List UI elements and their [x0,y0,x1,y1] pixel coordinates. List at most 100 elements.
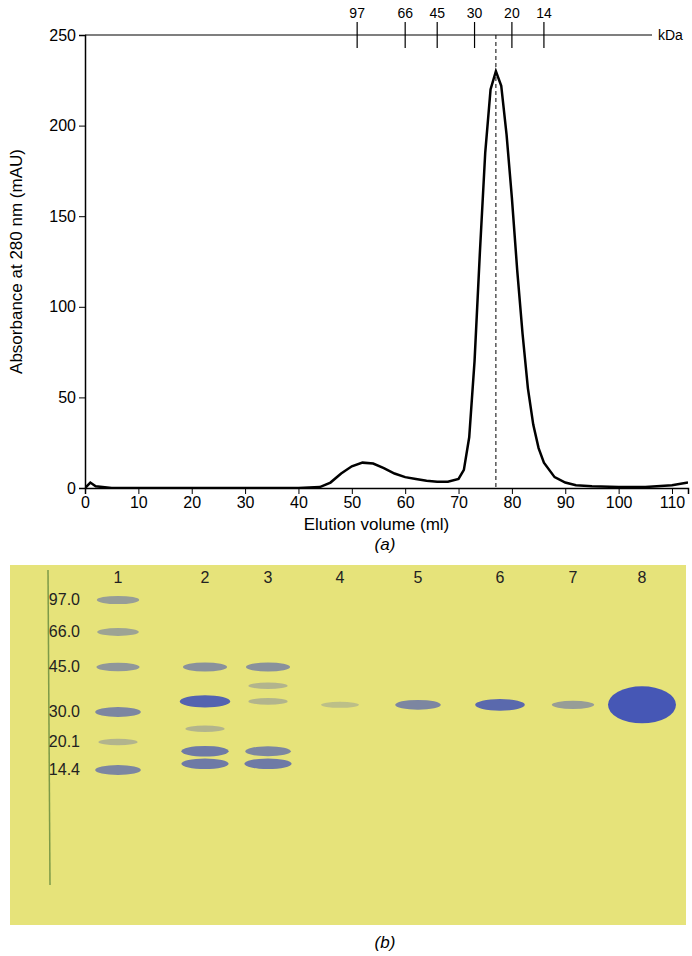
lane-label: 2 [201,569,210,586]
x-tick-label: 80 [504,494,522,511]
x-tick: 110 [660,488,686,511]
lane-label: 4 [336,569,345,586]
x-tick: 70 [450,488,468,511]
x-tick: 0 [81,488,90,511]
mw-marker-label: 20 [504,5,520,21]
x-tick-mark [405,488,406,494]
gel-band [552,701,594,709]
mw-scale-line [85,34,652,35]
y-axis: 0 50 100 150 200 250 [49,27,85,497]
y-tick-mark [79,307,85,308]
gel-edge [48,570,50,885]
mw-marker-label: 97 [349,5,365,21]
marker-label: 30.0 [49,703,80,720]
plot-area [85,35,688,488]
lane-label: 6 [496,569,505,586]
y-tick-label: 0 [67,480,76,497]
y-tick: 50 [58,389,85,406]
y-tick: 100 [49,298,85,315]
gel-band [185,725,224,732]
x-axis-title: Elution volume (ml) [304,515,450,534]
x-tick-label: 50 [343,494,361,511]
x-tick-mark [619,488,620,494]
mw-marker-tick [543,22,544,48]
x-axis: 0 10 20 30 40 50 60 70 80 90 100 110 [81,488,688,511]
x-tick-label: 70 [450,494,468,511]
gel-band [95,765,141,775]
y-tick: 0 [67,480,85,497]
lane-label: 7 [569,569,578,586]
x-tick: 80 [504,488,522,511]
x-tick-label: 10 [130,494,148,511]
y-axis-line [79,36,86,489]
gel-band [244,759,291,770]
y-tick-mark [79,216,85,217]
gel-band [181,746,228,757]
gel-band [246,663,290,672]
gel-band [245,746,291,756]
gel-band [96,663,139,672]
gel-band [97,628,139,636]
lane-label: 5 [414,569,423,586]
mw-marker-tick [474,22,475,48]
x-tick: 10 [130,488,148,511]
x-tick: 60 [397,488,415,511]
absorbance-line [85,71,688,488]
y-tick: 250 [49,27,85,44]
panel-label: (a) [375,535,396,554]
x-tick-label: 60 [397,494,415,511]
x-tick-label: 40 [290,494,308,511]
x-tick: 50 [343,488,361,511]
mw-marker-tick [437,22,438,48]
marker-label: 20.1 [49,733,80,750]
x-tick-label: 90 [557,494,575,511]
x-tick: 90 [557,488,575,511]
x-tick: 100 [606,488,633,511]
gel-panel-label: (b) [375,933,396,952]
gel-band [608,686,676,723]
marker-label: 45.0 [49,658,80,675]
gel-band [180,695,230,707]
mw-marker-label: 30 [467,5,483,21]
lane-label: 8 [638,569,647,586]
gel-band [475,699,525,711]
gel-band [97,596,139,604]
y-axis-title: Absorbance at 280 nm (mAU) [7,149,26,374]
x-tick-mark [459,488,460,494]
mw-unit: kDa [658,27,683,43]
gel-band [95,707,141,717]
marker-label: 14.4 [49,761,80,778]
gel-band [98,739,137,746]
gel-band [183,663,227,672]
x-axis-line [86,489,689,495]
mw-marker-label: 45 [429,5,445,21]
lane-label: 1 [114,569,123,586]
y-tick-mark [79,35,85,36]
x-tick-label: 30 [237,494,255,511]
y-tick: 200 [49,117,85,134]
gel-band [248,698,287,705]
lane-label: 3 [264,569,273,586]
figure: 976645302014kDa0102030405060708090100110… [0,0,692,956]
x-tick: 40 [290,488,308,511]
x-tick-label: 110 [660,494,686,511]
x-tick: 30 [237,488,255,511]
peak-line [495,35,496,488]
mw-marker-label: 66 [397,5,413,21]
x-tick-label: 20 [183,494,201,511]
y-tick: 150 [49,208,85,225]
y-tick-label: 250 [49,27,76,44]
gel-bands [95,596,676,775]
marker-label: 97.0 [49,591,80,608]
mw-marker-tick [357,22,358,48]
x-tick-mark [512,488,513,494]
y-tick-mark [79,126,85,127]
x-tick: 20 [183,488,201,511]
marker-label: 66.0 [49,623,80,640]
x-tick-label: 0 [81,494,90,511]
y-tick-label: 50 [58,389,76,406]
y-tick-label: 200 [49,117,76,134]
gel-image [10,565,686,925]
y-tick-mark [79,488,85,489]
gel-band [321,702,359,708]
